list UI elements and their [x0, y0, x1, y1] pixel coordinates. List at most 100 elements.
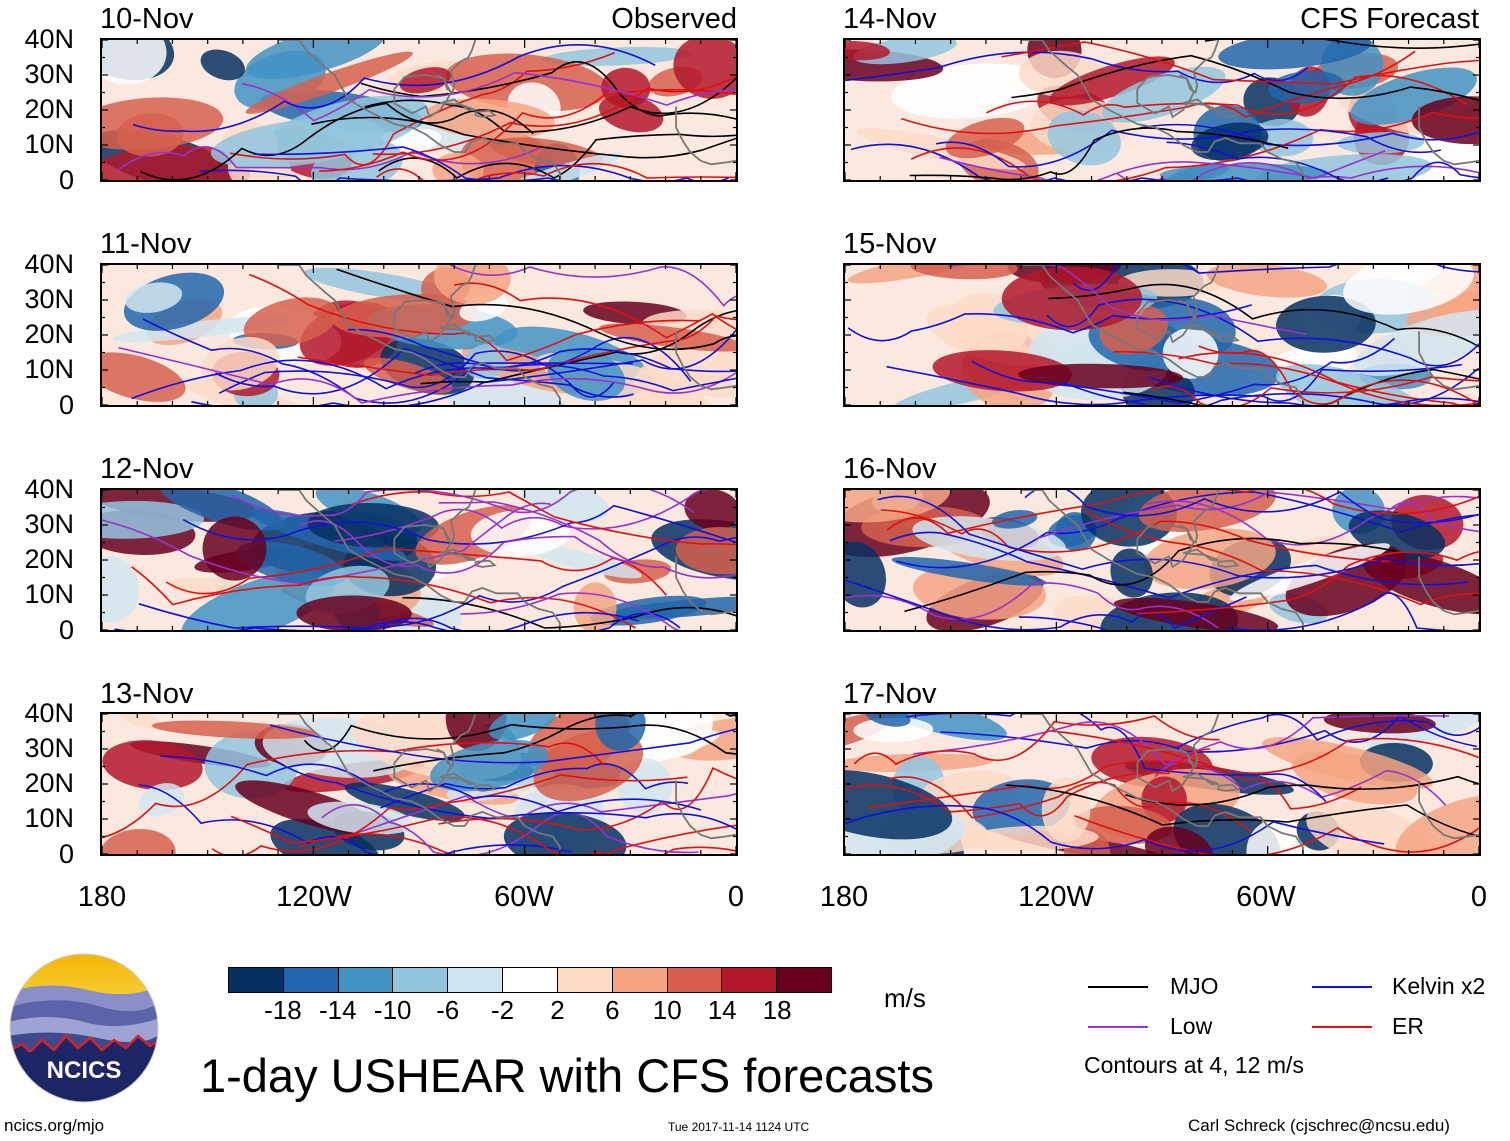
shear-blob	[595, 714, 646, 751]
lat-label: 40N	[24, 474, 74, 504]
contour-line	[986, 74, 1469, 116]
lat-label: 20N	[24, 544, 74, 574]
contour-line	[380, 536, 736, 628]
legend-note: Contours at 4, 12 m/s	[1084, 1052, 1304, 1078]
colorbar-tick-label: 14	[707, 995, 737, 1025]
shear-blob	[488, 714, 557, 741]
coastline	[1217, 559, 1240, 568]
colorbar-tick-label: -10	[373, 995, 412, 1025]
shear-blob	[151, 720, 317, 739]
contour-line	[1051, 730, 1479, 774]
contour-line	[1178, 351, 1463, 405]
contour-line	[253, 146, 730, 180]
coastline	[393, 299, 452, 344]
panel-date-12-nov: 12-Nov	[100, 453, 194, 485]
lon-label-right: 120W	[1018, 881, 1094, 913]
map-panel-16-nov	[843, 488, 1481, 632]
panel-date-14-nov: 14-Nov	[843, 3, 937, 35]
shear-blob	[673, 40, 736, 99]
coastline	[1418, 556, 1479, 616]
contour-line	[299, 833, 736, 854]
logo-text: NCICS	[47, 1057, 122, 1084]
footer-timestamp: Tue 2017-11-14 1124 UTC	[668, 1120, 810, 1134]
shear-blob	[1343, 265, 1474, 315]
coastline	[278, 490, 561, 630]
contour-line	[131, 336, 692, 400]
lat-label: 10N	[24, 354, 74, 384]
coastline	[474, 559, 497, 568]
colorbar-swatch	[393, 968, 449, 992]
lat-label: 0	[58, 615, 74, 645]
lat-label: 20N	[24, 319, 74, 349]
contour-line	[138, 784, 572, 854]
coastline	[1136, 74, 1195, 119]
contour-line	[299, 520, 637, 574]
shear-blob	[1206, 265, 1328, 298]
shear-blob	[102, 145, 251, 180]
coastline	[436, 745, 456, 768]
contour-line	[845, 748, 1211, 817]
coastline	[1179, 71, 1199, 94]
contour-line	[211, 773, 688, 854]
contour-line	[1005, 784, 1479, 837]
contour-line	[1151, 376, 1479, 405]
contour-line	[845, 582, 1219, 629]
coastline	[439, 323, 476, 336]
lat-label: 20N	[24, 94, 74, 124]
shear-blob	[102, 556, 140, 623]
contour-line	[1084, 510, 1479, 606]
lat-label: 30N	[24, 284, 74, 314]
coastline	[393, 524, 452, 569]
shear-blob	[344, 782, 465, 822]
colorbar-swatch	[338, 968, 394, 992]
contour-line	[1146, 495, 1479, 546]
contour-line	[116, 146, 540, 172]
shear-blob	[332, 293, 479, 338]
map-panel-10-nov	[100, 38, 738, 182]
lat-label: 10N	[24, 803, 74, 833]
contour-line	[1037, 491, 1479, 540]
colorbar	[228, 967, 832, 993]
shear-blob	[102, 40, 167, 85]
contour-line	[1072, 265, 1479, 292]
contour-line	[347, 328, 736, 373]
contour-line	[853, 715, 1220, 766]
shear-blob	[675, 527, 736, 575]
contour-line	[1011, 54, 1479, 102]
colorbar-swatch	[229, 968, 284, 992]
legend-label-mjo: MJO	[1170, 973, 1219, 999]
map-panel-15-nov	[843, 263, 1481, 407]
shear-blob	[102, 500, 205, 539]
coastline	[675, 556, 736, 616]
contour-line	[1018, 592, 1453, 630]
contour-line	[1063, 368, 1479, 405]
contour-line	[1123, 368, 1479, 405]
contour-line	[438, 766, 736, 831]
colorbar-tick-label: -6	[436, 995, 460, 1025]
coastline	[1182, 323, 1219, 336]
lat-label: 0	[58, 390, 74, 420]
contour-line	[215, 347, 634, 398]
shear-blob	[865, 714, 911, 727]
colorbar-swatch	[283, 968, 339, 992]
coastline	[1179, 521, 1199, 544]
ncics-logo: NCICS	[8, 952, 160, 1104]
shear-blob	[1173, 803, 1281, 854]
lon-label-right: 0	[1470, 881, 1488, 913]
coastline	[1193, 490, 1220, 523]
contour-line	[1124, 775, 1479, 806]
contour-line	[889, 531, 1468, 599]
contour-line	[420, 310, 736, 385]
lon-label-left: 120W	[276, 881, 352, 913]
colorbar-swatch	[722, 968, 778, 992]
footer-url[interactable]: ncics.org/mjo	[4, 1116, 105, 1135]
lat-label: 40N	[24, 249, 74, 279]
shear-blob	[1141, 776, 1187, 823]
contour-line	[886, 363, 1462, 405]
coastline	[436, 71, 456, 94]
contour-line	[460, 592, 680, 630]
colorbar-swatch	[448, 968, 504, 992]
colorbar-tick-label: 2	[550, 995, 565, 1025]
legend-label-kelvin: Kelvin x2	[1392, 973, 1486, 999]
map-panel-11-nov	[100, 263, 738, 407]
